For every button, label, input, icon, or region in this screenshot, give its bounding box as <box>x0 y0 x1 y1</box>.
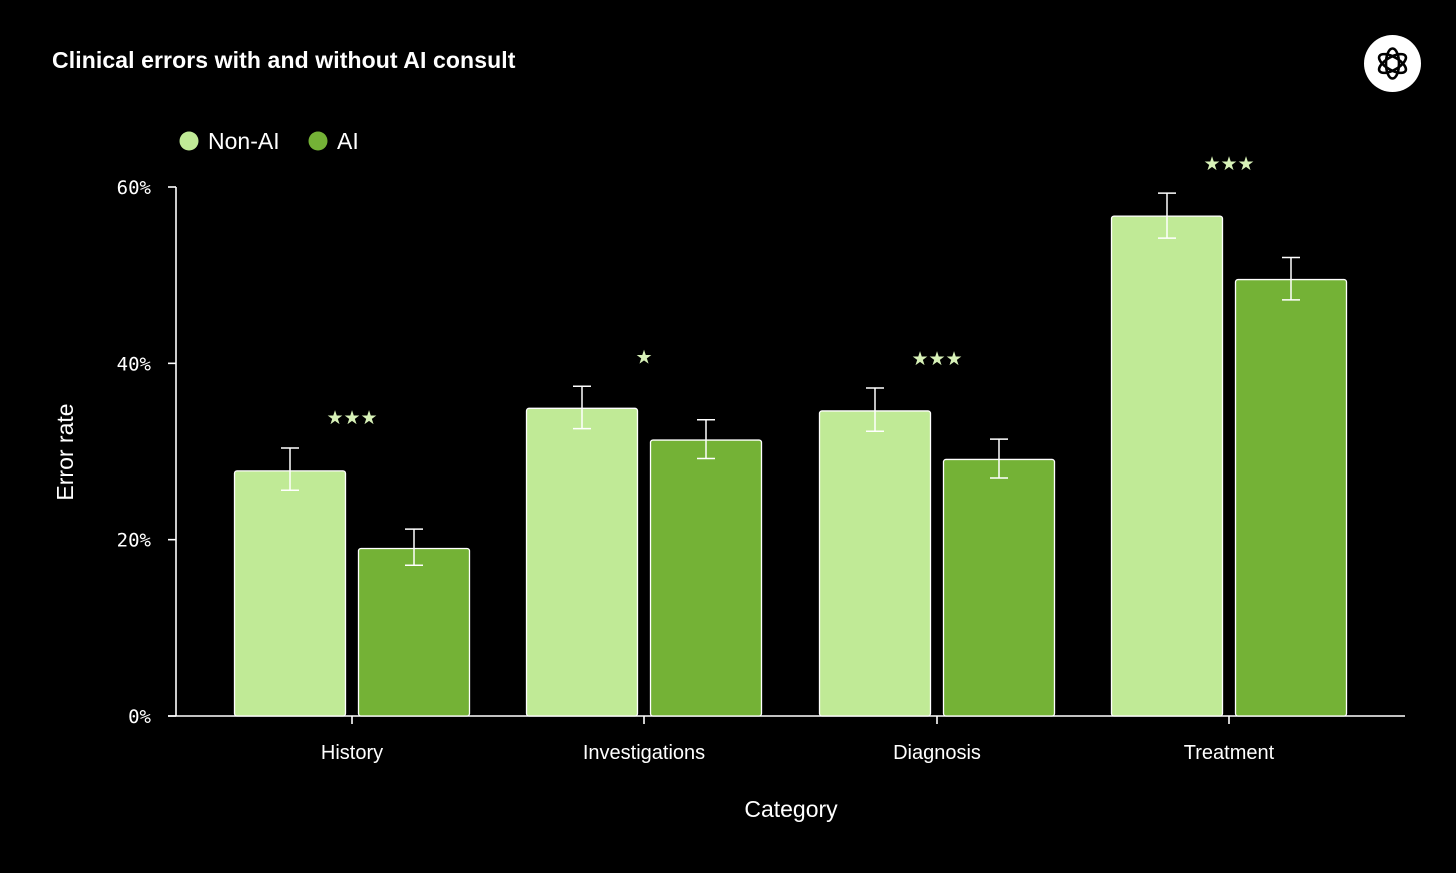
y-tick-label: 0% <box>128 706 151 728</box>
bar-ai-investigations <box>649 439 763 717</box>
bar-ai-diagnosis <box>942 458 1056 717</box>
significance-marker-diagnosis: ★★★ <box>911 348 962 370</box>
legend: Non-AI AI <box>179 128 359 154</box>
chart-title: Clinical errors with and without AI cons… <box>52 47 516 73</box>
x-tick-label-treatment: Treatment <box>1184 742 1275 764</box>
legend-swatch-ai <box>308 131 328 151</box>
significance-marker-history: ★★★ <box>326 407 377 429</box>
x-tick-label-history: History <box>321 742 383 764</box>
legend-label-non-ai: Non-AI <box>208 128 280 154</box>
bar-ai-history <box>357 547 471 717</box>
y-tick-label: 60% <box>117 177 152 199</box>
bar-ai-treatment <box>1234 278 1348 717</box>
x-axis-title: Category <box>744 796 838 822</box>
y-tick-label: 40% <box>117 353 152 375</box>
y-axis-title: Error rate <box>52 403 78 500</box>
x-tick-label-investigations: Investigations <box>583 742 705 764</box>
legend-label-ai: AI <box>337 128 359 154</box>
x-tick-label-diagnosis: Diagnosis <box>893 742 981 764</box>
y-tick-label: 20% <box>117 530 152 552</box>
bar-non-ai-treatment <box>1110 215 1224 717</box>
bar-non-ai-history <box>233 470 347 717</box>
bar-non-ai-diagnosis <box>818 410 932 717</box>
openai-logo-icon <box>1364 35 1421 92</box>
bar-non-ai-investigations <box>525 407 639 717</box>
significance-marker-treatment: ★★★ <box>1203 153 1254 175</box>
legend-swatch-non-ai <box>179 131 199 151</box>
significance-marker-investigations: ★ <box>635 346 652 368</box>
